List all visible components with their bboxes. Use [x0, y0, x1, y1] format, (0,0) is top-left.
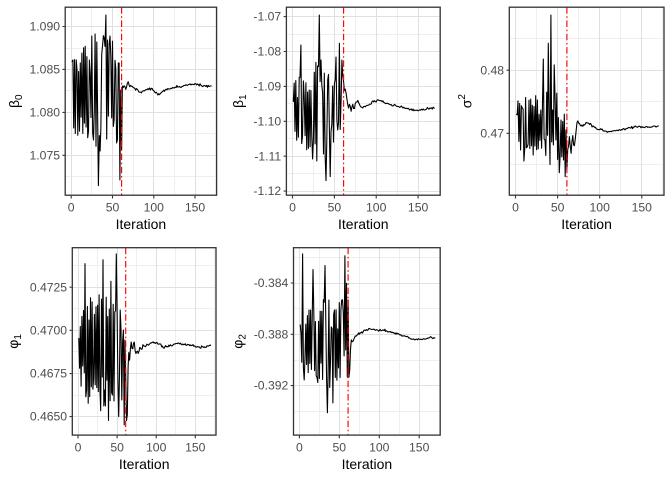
- svg-text:Iteration: Iteration: [342, 456, 393, 472]
- svg-text:-1.07: -1.07: [253, 10, 281, 24]
- svg-text:100: 100: [369, 441, 390, 455]
- svg-text:Iteration: Iteration: [561, 216, 612, 232]
- svg-text:0.4725: 0.4725: [30, 280, 67, 294]
- svg-text:50: 50: [110, 441, 124, 455]
- svg-text:0: 0: [512, 201, 519, 215]
- svg-text:0: 0: [75, 441, 82, 455]
- svg-text:150: 150: [185, 441, 206, 455]
- svg-text:0.47: 0.47: [480, 126, 504, 140]
- svg-text:0: 0: [68, 201, 75, 215]
- svg-text:50: 50: [551, 201, 565, 215]
- svg-text:Iteration: Iteration: [116, 216, 167, 232]
- svg-text:0: 0: [289, 201, 296, 215]
- svg-text:100: 100: [590, 201, 611, 215]
- svg-text:-0.384: -0.384: [254, 276, 289, 290]
- svg-text:150: 150: [409, 441, 430, 455]
- svg-text:-1.10: -1.10: [253, 114, 281, 128]
- svg-text:0.4650: 0.4650: [30, 410, 67, 424]
- svg-text:0.48: 0.48: [480, 63, 504, 77]
- svg-text:-0.392: -0.392: [254, 379, 289, 393]
- svg-text:50: 50: [106, 201, 120, 215]
- svg-text:150: 150: [408, 201, 429, 215]
- svg-text:100: 100: [144, 201, 165, 215]
- svg-text:Iteration: Iteration: [338, 216, 389, 232]
- svg-text:-1.11: -1.11: [254, 149, 281, 163]
- svg-text:0: 0: [296, 441, 303, 455]
- svg-text:150: 150: [185, 201, 206, 215]
- svg-text:0.4700: 0.4700: [30, 323, 67, 337]
- svg-text:150: 150: [632, 201, 653, 215]
- svg-text:50: 50: [333, 441, 347, 455]
- svg-text:1.085: 1.085: [30, 63, 61, 77]
- svg-text:1.090: 1.090: [30, 20, 61, 34]
- svg-text:1.075: 1.075: [30, 148, 61, 162]
- svg-text:-1.09: -1.09: [253, 80, 281, 94]
- svg-text:-1.08: -1.08: [253, 45, 281, 59]
- svg-text:-1.12: -1.12: [253, 184, 281, 198]
- svg-text:100: 100: [146, 441, 167, 455]
- svg-text:-0.388: -0.388: [254, 327, 289, 341]
- svg-text:Iteration: Iteration: [119, 456, 170, 472]
- svg-text:1.080: 1.080: [30, 106, 61, 120]
- svg-text:50: 50: [328, 201, 342, 215]
- svg-text:100: 100: [366, 201, 387, 215]
- svg-text:0.4675: 0.4675: [30, 367, 67, 381]
